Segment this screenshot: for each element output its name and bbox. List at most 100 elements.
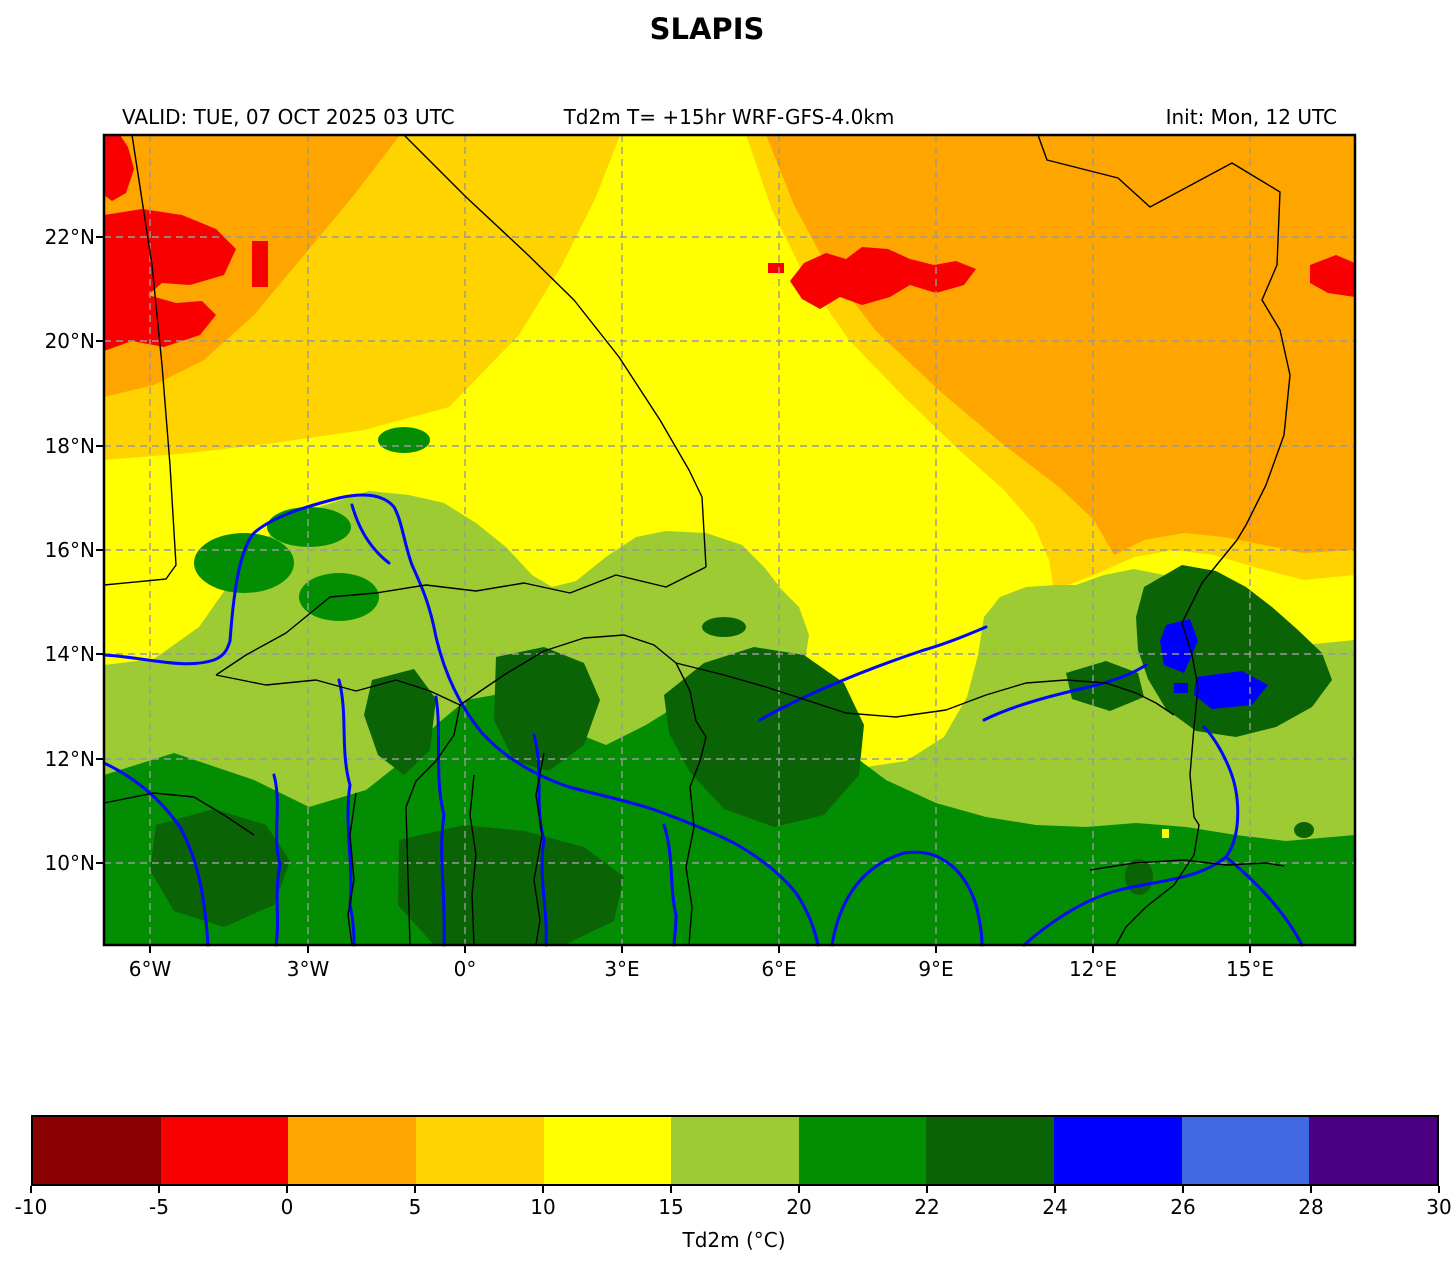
lat-tick-label: 10°N [44, 851, 95, 875]
lat-tick-label: 16°N [44, 538, 95, 562]
colorbar-segment [288, 1117, 416, 1184]
green-speckle [378, 427, 430, 453]
colorbar-segment [1309, 1117, 1438, 1184]
colorbar-tick-label: -10 [14, 1195, 48, 1219]
lake-chad-water-blue [1160, 619, 1198, 673]
river-south-center [662, 823, 678, 947]
colorbar-segment [543, 1117, 672, 1184]
lon-tick-label: 6°W [128, 957, 172, 981]
river-inner-delta-branch [350, 503, 391, 565]
darkgreen-patch-center [494, 647, 600, 771]
axis-ticks [96, 236, 1251, 953]
colorbar-tick-label: 0 [280, 1195, 294, 1219]
border-mali-burkina [215, 674, 461, 706]
colorbar-tick-label: 15 [658, 1195, 684, 1219]
colorbar-tick [1310, 1186, 1312, 1193]
river-sokoto [758, 625, 988, 722]
lat-tick-label: 22°N [44, 225, 95, 249]
colorbar-tick [798, 1186, 800, 1193]
river-oti [532, 733, 548, 947]
map-frame [102, 133, 1357, 947]
colorbar-segment [33, 1117, 161, 1184]
colorbar-tick-label: 24 [1042, 1195, 1068, 1219]
green-patch-niger-bend [194, 533, 294, 593]
red-patch-topleft-corner [104, 135, 134, 201]
red-patch-east-edge [1310, 255, 1355, 297]
border-ghana-west [347, 792, 357, 946]
river-volta-3 [434, 695, 446, 947]
graticule [104, 135, 1355, 945]
colorbar-tick [158, 1186, 160, 1193]
lat-tick-label: 12°N [44, 747, 95, 771]
border-mali-niger-west [215, 566, 707, 676]
green-patch [267, 507, 351, 547]
colorbar-segment [926, 1117, 1055, 1184]
colorbar-tick [670, 1186, 672, 1193]
colorbar-tick [1182, 1186, 1184, 1193]
colorbar-tick-label: 28 [1298, 1195, 1324, 1219]
colorbar-tick [30, 1186, 32, 1193]
colorbar-tick [542, 1186, 544, 1193]
red-patch-west [104, 209, 236, 351]
darkgreen-patch-west [364, 669, 436, 775]
darkgreen-speckle [702, 617, 746, 637]
page-title: SLAPIS [649, 12, 765, 46]
red-patch-north-center [790, 247, 976, 309]
lon-tick-label: 12°E [1068, 957, 1118, 981]
river-volta-2 [337, 678, 356, 947]
lon-tick-label: 3°E [604, 957, 640, 981]
colorbar-segment [1181, 1117, 1310, 1184]
colorbar-segment [415, 1117, 544, 1184]
colorbar-segment [160, 1117, 289, 1184]
darkgreen-lake-chad-blob [1136, 565, 1332, 737]
product-label: Td2m T= +15hr WRF-GFS-4.0km [563, 105, 895, 129]
td2m-contour-map [96, 133, 1357, 953]
lon-tick-label: 3°W [286, 957, 330, 981]
colorbar-tick-label: 20 [786, 1195, 812, 1219]
border-algeria-mali-niger [403, 134, 707, 568]
darkgreen-bottom-strip [398, 825, 624, 945]
colorbar-segment [798, 1117, 927, 1184]
border-algeria-libya-niger [1037, 134, 1291, 541]
rivers-layer [102, 493, 1304, 947]
lake-chad-water-blue [1174, 683, 1188, 693]
border-benin-east [533, 752, 545, 946]
lat-tick-label: 20°N [44, 329, 95, 353]
green-patch [299, 573, 379, 621]
colorbar-tick [926, 1186, 928, 1193]
colorbar-tick-label: 30 [1426, 1195, 1452, 1219]
darkgreen-lake-west-lobe [1066, 661, 1144, 711]
colorbar-tick [1054, 1186, 1056, 1193]
darkgreen-small-se [1294, 822, 1314, 838]
yellow-speck-se [1162, 829, 1169, 838]
init-time-label: Init: Mon, 12 UTC [1165, 105, 1337, 129]
border-burkina-niger [459, 634, 677, 706]
valid-time-label: VALID: TUE, 07 OCT 2025 03 UTC [122, 105, 455, 129]
lon-tick-label: 15°E [1225, 957, 1275, 981]
red-tail-north-center [768, 263, 784, 273]
colorbar-title: Td2m (°C) [682, 1228, 786, 1252]
border-cote-divoire-north [103, 792, 255, 836]
border-nigeria-cameroon [1089, 859, 1285, 871]
river-chari [1022, 725, 1240, 947]
border-niger-nigeria [675, 662, 1175, 718]
lon-tick-label: 0° [453, 957, 477, 981]
river-volta-1 [272, 773, 282, 947]
colorbar-tick-label: 22 [914, 1195, 940, 1219]
border-benin-niger-nigeria [675, 662, 707, 946]
river-west-south [102, 761, 210, 947]
colorbar-tick-label: 10 [530, 1195, 556, 1219]
colorbar-tick-label: 5 [408, 1195, 422, 1219]
lon-tick-label: 9°E [918, 957, 954, 981]
colorbar-tick-label: -5 [149, 1195, 169, 1219]
red-bar-west [252, 241, 268, 287]
map-plot-area [96, 133, 1357, 953]
colorbar-tick-label: 26 [1170, 1195, 1196, 1219]
colorbar-tick [1438, 1186, 1440, 1193]
river-komadugu-yobe [982, 663, 1148, 722]
colorbar-segment [671, 1117, 799, 1184]
border-niger-chad-lake [1115, 539, 1238, 946]
lat-tick-label: 14°N [44, 642, 95, 666]
colorbar-tick [286, 1186, 288, 1193]
